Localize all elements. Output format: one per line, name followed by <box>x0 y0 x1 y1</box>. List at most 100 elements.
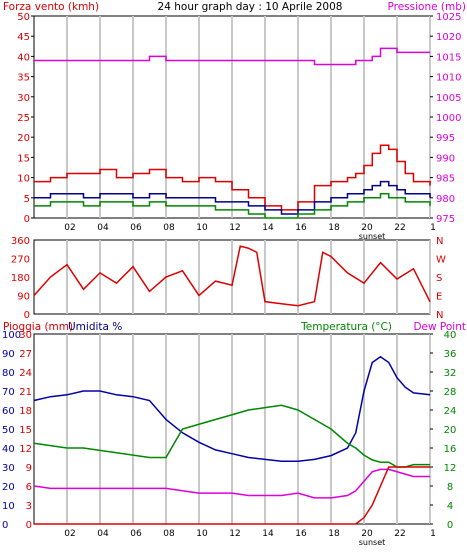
humidity-y-tick: 90 <box>2 349 15 360</box>
x-tick-label: 1 <box>430 529 436 539</box>
pressure-y-tick: 1010 <box>436 73 461 84</box>
dewpoint-axis-label: Dew Point <box>413 321 466 333</box>
x-tick-label: 16 <box>295 223 307 233</box>
direction-y-tick: 180 <box>11 273 30 284</box>
direction-compass-label: N <box>436 236 443 247</box>
temperature-y-tick: 32 <box>444 368 457 379</box>
direction-y-tick: 270 <box>11 255 30 266</box>
x-tick-label: 02 <box>64 223 75 233</box>
rain-y-tick: 6 <box>26 482 32 493</box>
temperature-axis-label: Temperatura (°C) <box>300 321 392 333</box>
x-tick-label: 22 <box>394 529 405 539</box>
sunset-label: sunset <box>359 538 386 547</box>
temperature-y-tick: 16 <box>444 444 457 455</box>
x-tick-label: 20 <box>361 223 373 233</box>
temperature-y-tick: 4 <box>447 501 453 512</box>
chart-marks: 0202040406060808101012121414161618182020… <box>2 12 461 547</box>
direction-compass-label: W <box>436 255 446 266</box>
rain-axis-label: Pioggia (mm) <box>3 321 73 333</box>
x-tick-label: 08 <box>163 223 175 233</box>
pressure-y-tick: 985 <box>436 174 455 185</box>
x-tick-label: 18 <box>328 223 340 233</box>
x-tick-label: 04 <box>97 529 109 539</box>
x-tick-label: 22 <box>394 223 405 233</box>
direction-y-tick: 90 <box>17 292 30 303</box>
direction-y-tick: 360 <box>11 236 30 247</box>
humidity-y-tick: 10 <box>2 501 15 512</box>
pressure-y-tick: 1025 <box>436 12 461 23</box>
rain-y-tick: 27 <box>19 349 32 360</box>
wind-y-tick: 15 <box>17 153 30 164</box>
direction-y-tick: 0 <box>24 310 30 321</box>
temperature-y-tick: 24 <box>444 406 457 417</box>
wind-y-tick: 30 <box>17 93 30 104</box>
pressure-y-tick: 995 <box>436 133 455 144</box>
humidity-y-tick: 80 <box>2 368 15 379</box>
x-tick-label: 12 <box>229 223 240 233</box>
wind-min-line <box>34 193 431 219</box>
temperature-y-tick: 36 <box>444 349 457 360</box>
temperature-y-tick: 28 <box>444 387 457 398</box>
x-tick-label: 18 <box>328 529 340 539</box>
x-tick-label: 10 <box>196 529 208 539</box>
x-tick-label: 14 <box>262 529 274 539</box>
x-tick-label: 02 <box>64 529 75 539</box>
direction-compass-label: E <box>436 292 442 303</box>
rain-y-tick: 24 <box>19 368 32 379</box>
pressure-y-tick: 1015 <box>436 52 461 63</box>
rain-y-tick: 21 <box>19 387 32 398</box>
pressure-y-tick: 975 <box>436 214 455 225</box>
temperature-y-tick: 40 <box>444 330 457 341</box>
rain-y-tick: 12 <box>19 444 32 455</box>
wind-y-tick: 10 <box>17 174 30 185</box>
x-tick-label: 12 <box>229 529 240 539</box>
wind-axis-label: Forza vento (kmh) <box>3 1 99 13</box>
page-title: 24 hour graph day : 10 Aprile 2008 <box>158 1 343 13</box>
humidity-y-tick: 0 <box>2 520 8 531</box>
rain-y-tick: 3 <box>26 501 32 512</box>
rain-line <box>34 466 430 525</box>
pressure-y-tick: 990 <box>436 153 455 164</box>
x-tick-label: 14 <box>262 223 274 233</box>
pressure-y-tick: 1020 <box>436 32 461 43</box>
rain-y-tick: 0 <box>26 520 32 531</box>
pressure-y-tick: 980 <box>436 194 455 205</box>
wind-average-line <box>34 180 431 215</box>
rain-y-tick: 9 <box>26 463 32 474</box>
humidity-axis-label: Umidita % <box>68 321 122 333</box>
temperature-line <box>33 404 430 468</box>
x-tick-label: 10 <box>196 223 208 233</box>
wind-y-tick: 20 <box>17 133 30 144</box>
temperature-y-tick: 8 <box>447 482 453 493</box>
x-tick-label: 06 <box>130 529 142 539</box>
wind-speed-line <box>34 144 431 211</box>
x-tick-label: 08 <box>163 529 175 539</box>
rain-y-tick: 15 <box>19 425 32 436</box>
wind-y-tick: 50 <box>17 12 30 23</box>
wind-y-tick: 40 <box>17 52 30 63</box>
temperature-y-tick: 0 <box>447 520 453 531</box>
humidity-y-tick: 20 <box>2 482 15 493</box>
x-tick-label: 20 <box>361 529 373 539</box>
dewpoint-line <box>33 468 430 499</box>
pressure-y-tick: 1005 <box>436 93 461 104</box>
x-tick-label: 16 <box>295 529 307 539</box>
wind-y-tick: 45 <box>17 32 30 43</box>
wind-direction-line <box>33 245 431 307</box>
direction-compass-label: S <box>436 273 442 284</box>
humidity-y-tick: 100 <box>2 330 21 341</box>
x-tick-label: 04 <box>97 223 109 233</box>
humidity-y-tick: 70 <box>2 387 15 398</box>
humidity-line <box>33 355 431 463</box>
x-tick-label: 1 <box>430 223 436 233</box>
humidity-y-tick: 60 <box>2 406 15 417</box>
temperature-y-tick: 12 <box>444 463 457 474</box>
temperature-y-tick: 20 <box>444 425 457 436</box>
humidity-y-tick: 50 <box>2 425 15 436</box>
humidity-y-tick: 40 <box>2 444 15 455</box>
wind-y-tick: 0 <box>24 214 30 225</box>
wind-y-tick: 25 <box>17 113 30 124</box>
pressure-line <box>34 47 430 66</box>
